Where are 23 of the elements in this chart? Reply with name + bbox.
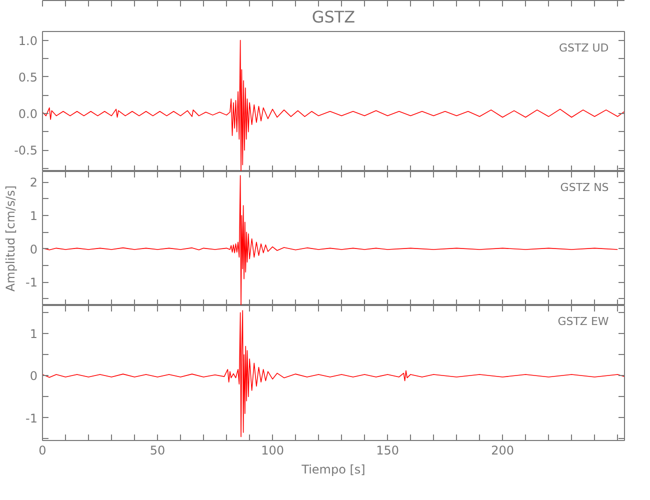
line-series — [42, 310, 624, 438]
annotation: GSTZ UD — [559, 41, 609, 54]
y-tick-label: 0 — [30, 242, 38, 256]
annotation: GSTZ NS — [560, 180, 609, 194]
y-tick-label: 0.5 — [18, 70, 38, 84]
y-tick-label: 2 — [30, 176, 38, 190]
y-tick-label: -1 — [26, 276, 38, 290]
y-axis-title: Amplitud [cm/s/s] — [4, 185, 18, 292]
y-tick-label: -0.5 — [14, 144, 38, 158]
y-tick-label: 0.0 — [18, 107, 38, 122]
y-tick-label: 1.0 — [18, 34, 38, 48]
y-tick-label: 1 — [30, 209, 38, 223]
x-tick-label: 50 — [150, 444, 166, 458]
x-tick-label: 100 — [261, 444, 284, 458]
x-tick-label: 150 — [376, 444, 400, 458]
y-tick-label: 1 — [30, 327, 38, 342]
chart-title: GSTZ — [312, 8, 356, 26]
y-tick-label: -1 — [26, 411, 38, 426]
x-tick-label: 200 — [491, 444, 514, 458]
annotation: GSTZ EW — [558, 314, 609, 328]
x-tick-label: 0 — [38, 444, 46, 458]
y-tick-label: 0 — [30, 369, 38, 384]
x-axis-title: Tiempo [s] — [300, 462, 366, 476]
